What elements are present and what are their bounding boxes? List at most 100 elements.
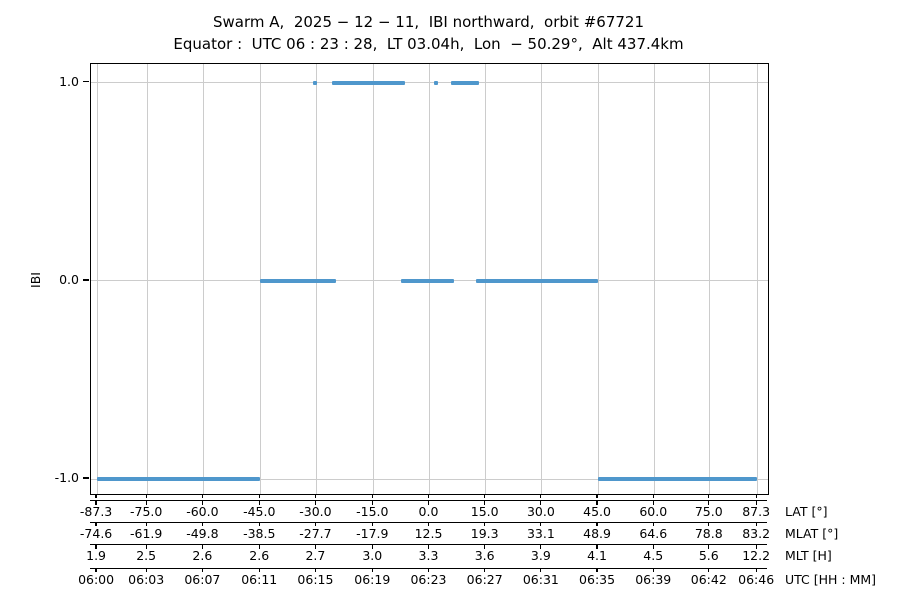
x-tick-label-mlt: 2.6 <box>249 548 270 563</box>
gridline-vertical <box>653 64 655 494</box>
x-tick-mark <box>427 494 430 499</box>
x-tick-label-lat: -15.0 <box>356 504 389 519</box>
x-tick-mark <box>201 522 203 527</box>
x-tick-mark <box>145 568 147 573</box>
x-tick-mark <box>755 568 757 573</box>
x-tick-label-utc: 06:00 <box>78 571 115 587</box>
x-tick-label-mlt: 2.5 <box>136 548 157 563</box>
x-tick-mark <box>708 545 710 549</box>
x-tick-label-utc: 06:19 <box>354 571 391 587</box>
gridline-vertical <box>709 64 711 494</box>
x-axis-row-line-mlat <box>90 521 767 523</box>
x-tick-mark <box>652 494 654 499</box>
x-tick-mark <box>371 494 373 499</box>
x-tick-label-mlat: -27.7 <box>299 525 332 541</box>
x-tick-label-lat: 87.3 <box>742 504 771 519</box>
x-tick-label-mlt: 4.5 <box>643 548 664 563</box>
x-tick-mark <box>258 568 260 573</box>
gridline-vertical <box>372 64 374 494</box>
x-tick-mark <box>540 494 542 499</box>
x-tick-mark <box>201 568 203 573</box>
x-tick-label-lat: 15.0 <box>470 504 499 519</box>
x-tick-label-mlat: -74.6 <box>79 525 113 541</box>
x-tick-mark <box>427 501 430 505</box>
gridline-vertical <box>96 64 98 494</box>
x-tick-mark <box>708 501 710 505</box>
x-tick-label-lat: 0.0 <box>418 504 439 519</box>
x-tick-mark <box>540 545 542 549</box>
ibi-segment <box>313 80 317 85</box>
x-axis-row-line-lat <box>90 500 767 502</box>
x-tick-mark <box>540 522 542 527</box>
x-tick-label-utc: 06:27 <box>466 571 503 587</box>
x-tick-label-utc: 06:42 <box>690 571 727 587</box>
x-tick-mark <box>755 522 757 527</box>
x-tick-mark <box>95 545 97 549</box>
x-tick-mark <box>484 501 486 505</box>
y-tick-mark <box>83 279 89 281</box>
x-tick-label-utc: 06:03 <box>128 571 165 587</box>
x-tick-mark <box>201 501 203 505</box>
x-tick-mark <box>258 501 260 505</box>
chart-subtitle: Equator : UTC 06 : 23 : 28, LT 03.04h, L… <box>173 35 684 53</box>
ibi-segment <box>260 278 337 283</box>
gridline-vertical <box>202 64 204 494</box>
x-tick-mark <box>95 568 97 573</box>
x-tick-label-utc: 06:11 <box>241 571 278 587</box>
x-tick-label-mlat: 48.9 <box>583 525 611 541</box>
x-tick-mark <box>652 522 654 527</box>
x-tick-label-utc: 06:35 <box>579 571 616 587</box>
x-tick-label-lat: 60.0 <box>639 504 668 519</box>
ibi-segment <box>97 477 261 482</box>
x-tick-mark <box>314 545 317 549</box>
x-tick-mark <box>314 494 317 499</box>
x-tick-mark <box>652 568 654 573</box>
x-tick-mark <box>427 545 430 549</box>
chart-title: Swarm A, 2025 − 12 − 11, IBI northward, … <box>213 13 644 31</box>
x-tick-mark <box>484 568 486 573</box>
gridline-vertical <box>597 64 599 494</box>
x-tick-label-lat: -87.3 <box>79 504 113 519</box>
x-tick-label-mlat: -49.8 <box>186 525 219 541</box>
x-tick-label-lat: 30.0 <box>526 504 555 519</box>
x-tick-mark <box>258 545 260 549</box>
x-tick-mark <box>652 545 654 549</box>
ibi-segment <box>476 278 599 283</box>
x-tick-label-mlt: 1.9 <box>86 548 107 563</box>
x-tick-mark <box>201 494 203 499</box>
x-tick-label-lat: -30.0 <box>299 504 332 519</box>
x-tick-mark <box>596 568 598 573</box>
y-tick-label: 0.0 <box>59 271 79 287</box>
x-tick-label-mlat: 33.1 <box>526 525 555 541</box>
x-tick-mark <box>540 501 542 505</box>
x-tick-mark <box>371 501 373 505</box>
x-tick-mark <box>484 545 486 549</box>
gridline-vertical <box>146 64 148 494</box>
x-tick-mark <box>708 568 710 573</box>
x-tick-mark <box>596 522 598 527</box>
gridline-vertical <box>756 64 758 494</box>
x-tick-mark <box>314 568 317 573</box>
x-tick-mark <box>145 494 147 499</box>
x-tick-mark <box>95 501 97 505</box>
x-tick-label-mlt: 3.6 <box>474 548 495 563</box>
x-tick-label-mlat: 64.6 <box>639 525 668 541</box>
x-tick-label-mlat: 78.8 <box>694 525 723 541</box>
x-tick-mark <box>708 494 710 499</box>
x-tick-label-mlt: 3.3 <box>418 548 439 563</box>
x-tick-label-utc: 06:23 <box>410 571 447 587</box>
x-tick-label-mlt: 2.7 <box>305 548 326 563</box>
x-tick-mark <box>145 501 147 505</box>
x-tick-label-mlat: 83.2 <box>742 525 771 541</box>
x-tick-label-mlat: -61.9 <box>130 525 163 541</box>
x-tick-mark <box>755 545 757 549</box>
ibi-segment <box>332 80 405 85</box>
ibi-segment <box>450 80 479 85</box>
x-axis-row-title-lat: LAT [°] <box>785 504 828 519</box>
x-tick-mark <box>652 501 654 505</box>
plot-area <box>90 63 769 495</box>
x-tick-mark <box>755 501 757 505</box>
x-tick-mark <box>258 522 260 527</box>
x-tick-mark <box>201 545 203 549</box>
